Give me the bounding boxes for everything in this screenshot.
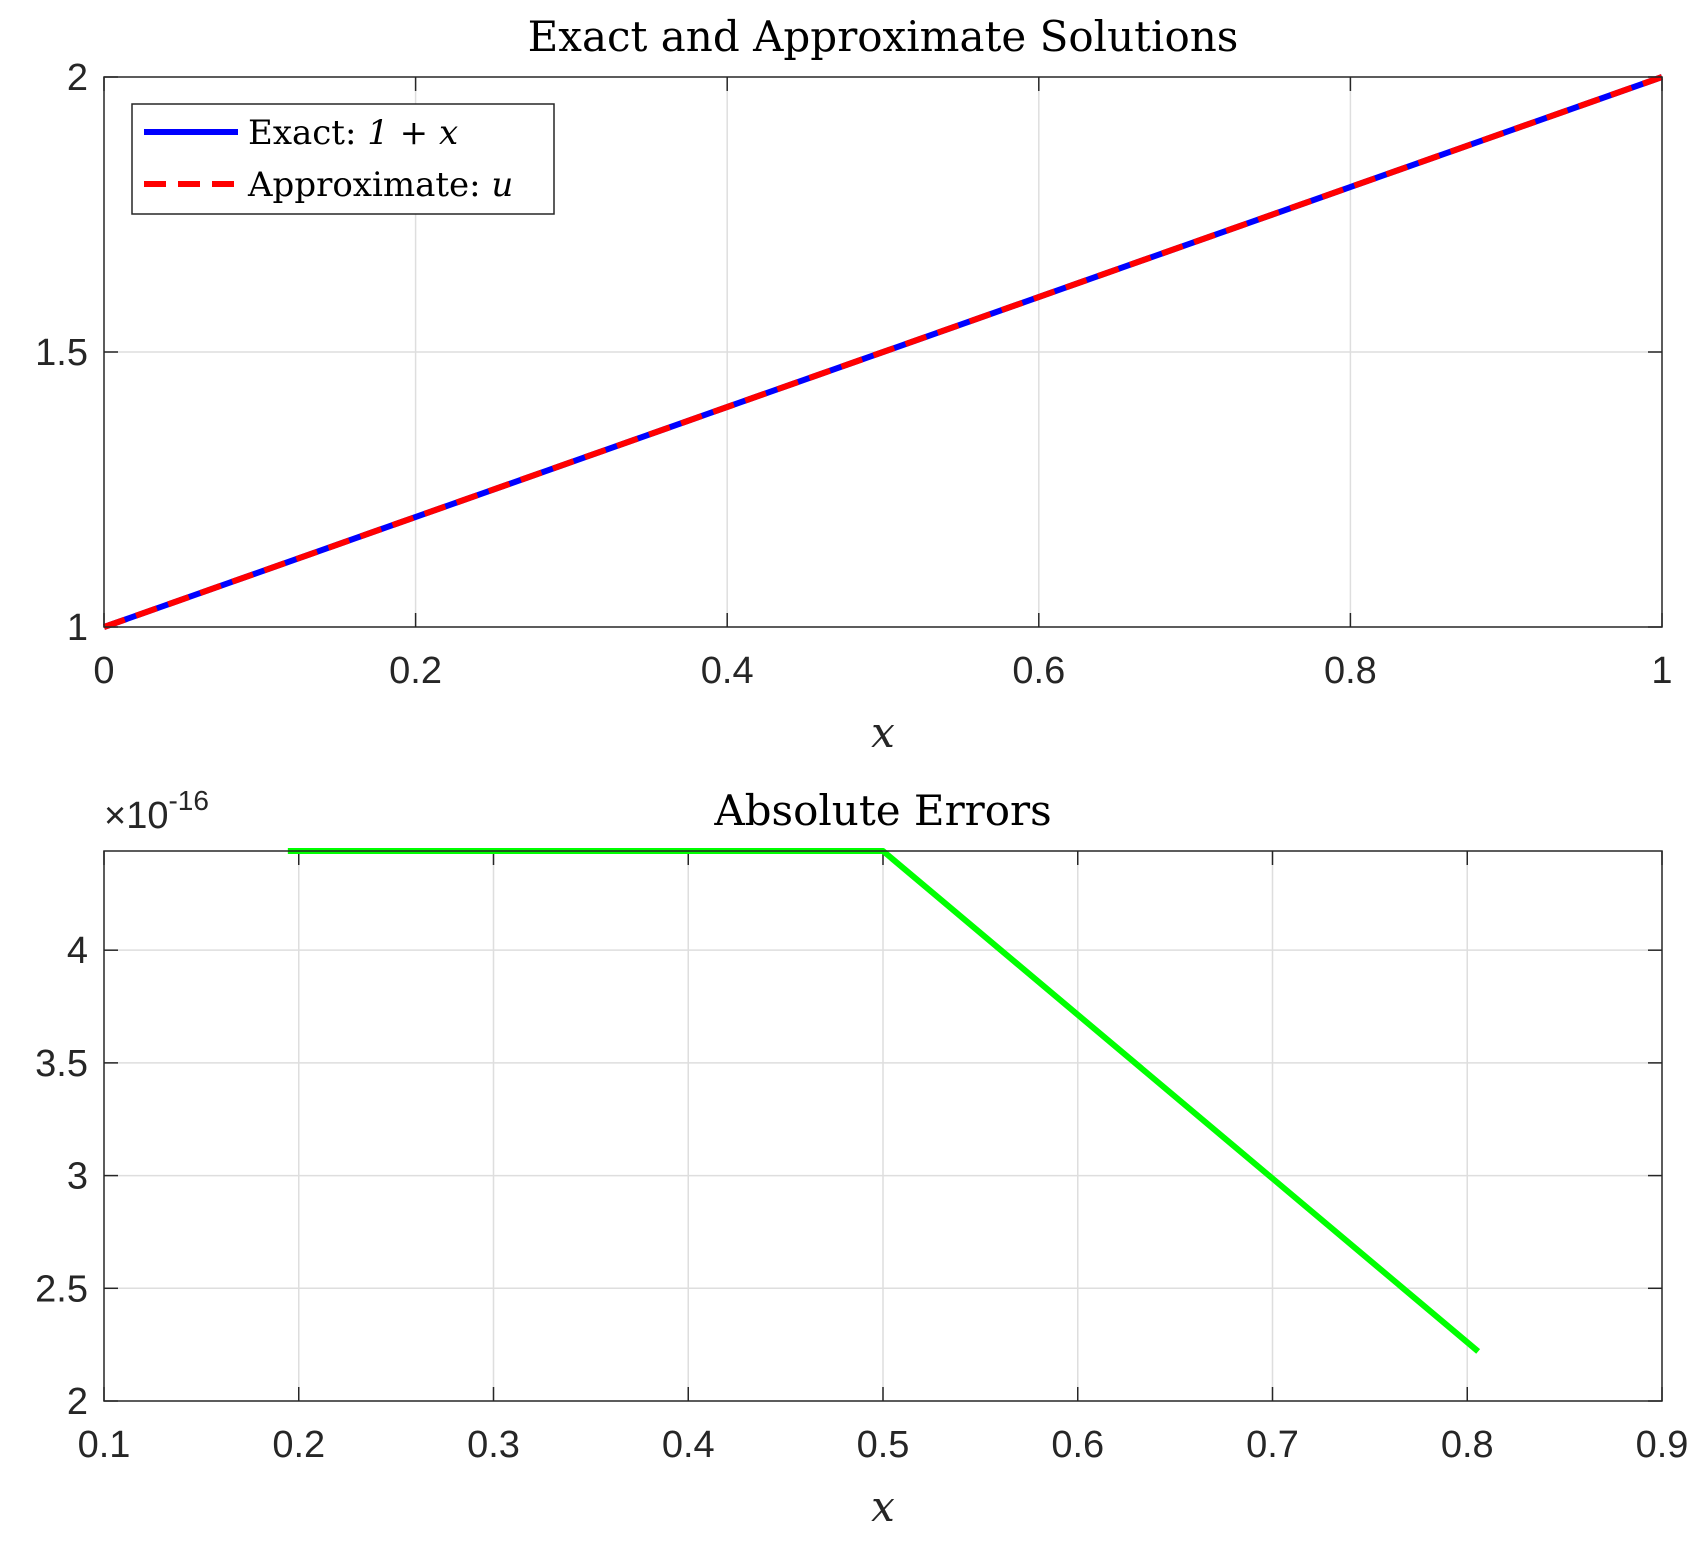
y-tick-label: 1 (67, 607, 88, 649)
x-axis-label: x (871, 708, 895, 757)
y-tick-label: 4 (67, 930, 88, 972)
legend: Exact: 1 + x Approximate: u (131, 103, 555, 215)
x-tick-label: 0.8 (1441, 1424, 1494, 1466)
x-tick-label: 1 (1651, 650, 1672, 692)
legend-label-approximate: Approximate: u (247, 165, 513, 205)
legend-prefix-approximate: Approximate: (247, 165, 491, 205)
x-tick-label: 0.6 (1012, 650, 1065, 692)
y-tick-label: 2 (67, 1381, 88, 1423)
legend-prefix-exact: Exact: (248, 113, 367, 153)
chart-exact-approximate: 0 0.2 0.4 0.6 0.8 1 1 1.5 2 Exact and Approximat… (35, 12, 1672, 757)
legend-math-exact: 1 + x (367, 113, 458, 153)
x-tick-label: 0.3 (467, 1424, 520, 1466)
y-tick-label: 3.5 (35, 1043, 88, 1085)
x-tick-label: 0.6 (1051, 1424, 1104, 1466)
axes-box (103, 76, 1663, 628)
y-tick-label: 2.5 (35, 1268, 88, 1310)
x-tick-label: 0 (93, 650, 114, 692)
legend-math-approximate: u (491, 165, 513, 205)
y-tick-label: 2 (67, 57, 88, 99)
x-tick-label: 0.8 (1324, 650, 1377, 692)
series-line-1 (103, 74, 1663, 630)
x-tick-label: 0.4 (701, 650, 754, 692)
x-tick-label: 0.2 (272, 1424, 325, 1466)
x-tick-label: 0.7 (1246, 1424, 1299, 1466)
axes-box (103, 850, 1663, 1402)
x-tick-label: 0.4 (662, 1424, 715, 1466)
x-tick-label: 0.9 (1636, 1424, 1689, 1466)
series-lines (103, 74, 1663, 630)
grid (104, 851, 1662, 1401)
y-exponent-label: ×10-16 (104, 785, 209, 837)
legend-box (131, 103, 555, 215)
y-exponent-base: ×10 (104, 795, 168, 837)
x-tick-label: 0.5 (857, 1424, 910, 1466)
x-tick-label: 0.2 (389, 650, 442, 692)
chart-title: Exact and Approximate Solutions (528, 12, 1239, 61)
x-axis-label: x (871, 1482, 895, 1531)
y-exponent-power: -16 (168, 785, 208, 816)
y-tick-label: 3 (67, 1156, 88, 1198)
chart-absolute-errors: 0.1 0.2 0.3 0.4 0.5 0.6 0.7 0.8 0.9 2 2.5 3 3.5 4 Abs… (35, 785, 1688, 1531)
chart-title: Absolute Errors (713, 786, 1051, 835)
y-tick-label: 1.5 (35, 332, 88, 374)
legend-label-exact: Exact: 1 + x (248, 113, 458, 153)
ticks: 0.1 0.2 0.3 0.4 0.5 0.6 0.7 0.8 0.9 2 2.5 3 3.5 4 (35, 851, 1688, 1466)
ticks: 0 0.2 0.4 0.6 0.8 1 1 1.5 2 (35, 57, 1672, 692)
x-tick-label: 0.1 (78, 1424, 131, 1466)
